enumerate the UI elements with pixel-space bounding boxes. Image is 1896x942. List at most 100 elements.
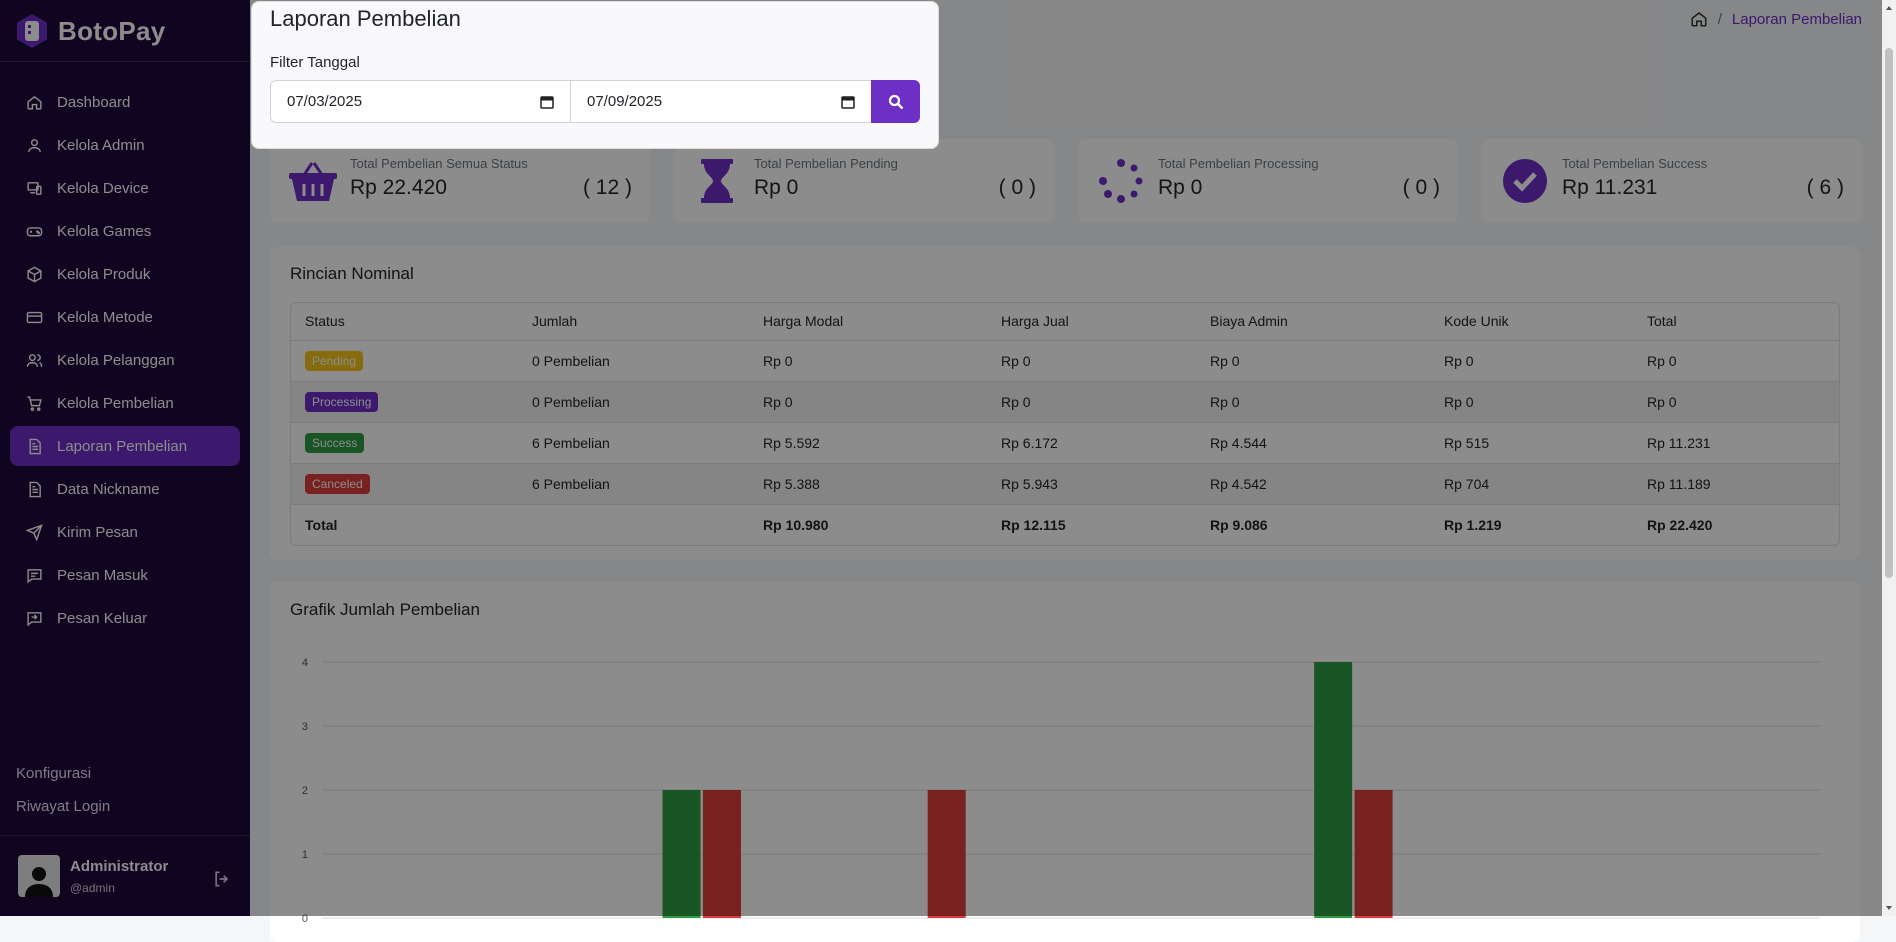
table-cell: 0 Pembelian [518, 340, 749, 382]
sidebar-item-kelola-admin[interactable]: Kelola Admin [10, 125, 240, 165]
message-out-icon [27, 611, 42, 626]
page-scrollbar[interactable] [1882, 0, 1896, 916]
chart-bar[interactable] [662, 790, 701, 918]
brand[interactable]: BotoPay [14, 10, 166, 52]
chart-bar[interactable] [702, 790, 741, 918]
status-badge: Canceled [305, 473, 370, 494]
y-tick-label: 3 [302, 721, 308, 733]
table-cell: 0 Pembelian [518, 381, 749, 423]
stat-card-processing: Total Pembelian Processing Rp 0 ( 0 ) [1078, 139, 1458, 223]
table-cell: Rp 11.231 [1633, 422, 1839, 464]
users-icon [26, 353, 43, 367]
column-header: Jumlah [518, 303, 749, 341]
message-icon [27, 568, 42, 583]
table-cell: Rp 0 [1196, 340, 1430, 382]
sidebar-item-label: Kelola Admin [57, 136, 145, 154]
table-cell: Rp 0 [1430, 340, 1633, 382]
stat-value: Rp 0 [1158, 176, 1203, 199]
table-cell: Rp 1.219 [1444, 516, 1502, 533]
stat-label: Total Pembelian Semua Status [350, 156, 528, 171]
home-icon [27, 95, 42, 110]
stat-count: ( 6 ) [1806, 176, 1844, 199]
calendar-icon[interactable] [540, 95, 554, 109]
table-cell: Rp 12.115 [1001, 516, 1066, 533]
stat-card-success: Total Pembelian Success Rp 11.231 ( 6 ) [1482, 139, 1862, 223]
table-cell: 6 Pembelian [518, 463, 749, 505]
sidebar-item-kelola-games[interactable]: Kelola Games [10, 211, 240, 251]
sidebar-item-laporan-pembelian[interactable]: Laporan Pembelian [10, 426, 240, 466]
table-cell: Rp 10.980 [763, 516, 829, 533]
stat-label: Total Pembelian Pending [754, 156, 898, 171]
breadcrumb-current: Laporan Pembelian [1731, 10, 1862, 28]
y-tick-label: 2 [302, 785, 308, 797]
date-from-input[interactable]: 07/03/2025 [270, 80, 571, 123]
sidebar-item-dashboard[interactable]: Dashboard [10, 82, 240, 122]
table-cell: Rp 5.943 [987, 463, 1196, 505]
riwayat-login-link[interactable]: Riwayat Login [16, 798, 111, 815]
table-cell: Rp 0 [1633, 340, 1839, 382]
table-row: Processing 0 Pembelian Rp 0 Rp 0 Rp 0 Rp… [291, 381, 1839, 423]
table-cell: Rp 0 [987, 340, 1196, 382]
user-profile[interactable]: Administrator @admin [18, 855, 168, 897]
sidebar-item-pesan-masuk[interactable]: Pesan Masuk [10, 555, 240, 595]
search-icon [888, 94, 903, 109]
sidebar-item-kelola-metode[interactable]: Kelola Metode [10, 297, 240, 337]
table-cell: Rp 5.592 [749, 422, 987, 464]
sidebar-item-kelola-pembelian[interactable]: Kelola Pembelian [10, 383, 240, 423]
table-row: Success 6 Pembelian Rp 5.592 Rp 6.172 Rp… [291, 422, 1839, 464]
stat-count: ( 12 ) [582, 176, 632, 199]
breadcrumb-separator: / [1717, 10, 1722, 28]
grafik-title: Grafik Jumlah Pembelian [290, 600, 480, 619]
card-icon [26, 311, 43, 323]
chart-bar[interactable] [1354, 790, 1393, 918]
search-button[interactable] [871, 80, 920, 123]
scroll-up-icon[interactable] [1885, 4, 1893, 12]
sidebar-item-kelola-pelanggan[interactable]: Kelola Pelanggan [10, 340, 240, 380]
stat-label: Total Pembelian Processing [1158, 156, 1319, 171]
user-icon [28, 138, 41, 152]
chart-bar[interactable] [927, 790, 966, 918]
sidebar-item-pesan-keluar[interactable]: Pesan Keluar [10, 598, 240, 638]
sidebar-nav: Dashboard Kelola Admin Kelola Device Kel… [10, 82, 240, 641]
stat-count: ( 0 ) [1402, 176, 1440, 199]
sidebar-item-label: Kelola Metode [57, 308, 153, 326]
check-circle-icon [1500, 156, 1550, 206]
sidebar-item-label: Pesan Masuk [57, 566, 148, 584]
scroll-down-icon[interactable] [1885, 904, 1893, 912]
date-to-input[interactable]: 07/09/2025 [570, 80, 872, 123]
sidebar-item-kelola-produk[interactable]: Kelola Produk [10, 254, 240, 294]
logout-icon[interactable] [212, 869, 232, 889]
table-cell: Rp 6.172 [987, 422, 1196, 464]
sidebar-item-data-nickname[interactable]: Data Nickname [10, 469, 240, 509]
sidebar-item-kelola-device[interactable]: Kelola Device [10, 168, 240, 208]
filter-label: Filter Tanggal [270, 54, 360, 71]
filter-modal: Laporan Pembelian Filter Tanggal 07/03/2… [251, 1, 939, 149]
date-from-value: 07/03/2025 [287, 93, 363, 110]
stat-value: Rp 0 [754, 176, 799, 199]
stat-count: ( 0 ) [998, 176, 1036, 199]
sidebar-item-label: Kelola Pelanggan [57, 351, 175, 369]
column-header: Biaya Admin [1196, 303, 1430, 341]
rincian-table: Status Jumlah Harga Modal Harga Jual Bia… [290, 302, 1840, 546]
chart-bar[interactable] [1314, 662, 1353, 918]
status-badge: Processing [305, 391, 379, 412]
column-header: Harga Jual [987, 303, 1196, 341]
table-cell: Rp 0 [749, 340, 987, 382]
modal-title: Laporan Pembelian [270, 6, 461, 31]
table-cell: Rp 0 [1430, 381, 1633, 423]
table-cell: Rp 4.544 [1196, 422, 1430, 464]
rincian-title: Rincian Nominal [290, 264, 414, 283]
calendar-icon[interactable] [841, 95, 855, 109]
konfigurasi-link[interactable]: Konfigurasi [16, 765, 92, 782]
scroll-thumb[interactable] [1885, 48, 1893, 578]
sidebar-item-kirim-pesan[interactable]: Kirim Pesan [10, 512, 240, 552]
table-cell: Rp 5.388 [749, 463, 987, 505]
modal-backdrop[interactable] [0, 0, 1896, 916]
table-cell: Rp 704 [1430, 463, 1633, 505]
stat-value: Rp 22.420 [350, 176, 447, 199]
document-icon [29, 438, 41, 454]
y-tick-label: 4 [302, 657, 308, 669]
breadcrumb: / Laporan Pembelian [1690, 10, 1862, 28]
stat-card-pending: Total Pembelian Pending Rp 0 ( 0 ) [674, 139, 1054, 223]
home-icon[interactable] [1690, 10, 1708, 28]
